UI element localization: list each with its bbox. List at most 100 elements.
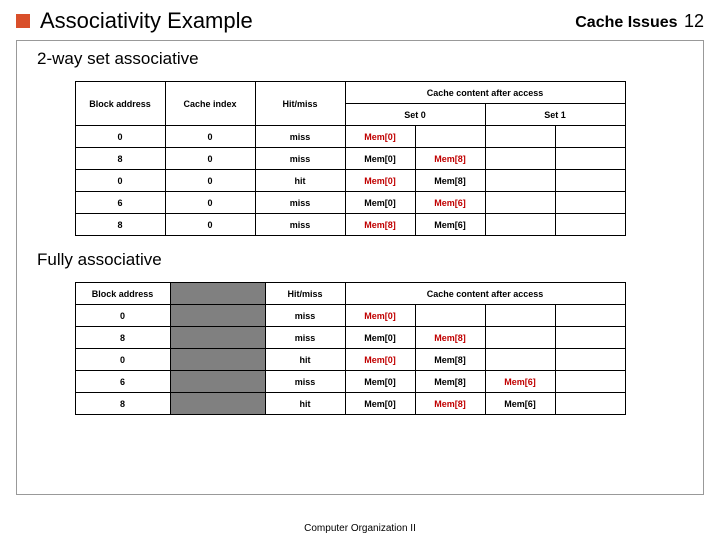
- cell: [485, 192, 555, 214]
- cell: Mem[8]: [415, 393, 485, 415]
- col-blank: [170, 283, 265, 305]
- bullet-icon: [16, 14, 30, 28]
- table-row: 8 hitMem[0]Mem[8]Mem[6]: [75, 393, 625, 415]
- cell: Mem[0]: [345, 393, 415, 415]
- cell: [485, 170, 555, 192]
- cell: [485, 327, 555, 349]
- table-row: Block address Cache index Hit/miss Cache…: [75, 82, 625, 104]
- cache-issues-label: Cache Issues: [575, 14, 677, 31]
- cell: [415, 305, 485, 327]
- right-title-group: Cache Issues 12: [575, 11, 704, 32]
- cell-grey: [170, 349, 265, 371]
- cell: hit: [265, 393, 345, 415]
- cell: Mem[0]: [345, 192, 415, 214]
- cell: Mem[6]: [415, 192, 485, 214]
- cell: [555, 214, 625, 236]
- cell: [415, 126, 485, 148]
- cell: 6: [75, 192, 165, 214]
- table-row: 8 missMem[0]Mem[8]: [75, 327, 625, 349]
- section-title-2way: 2-way set associative: [37, 49, 663, 69]
- cell-grey: [170, 393, 265, 415]
- cell: 0: [165, 148, 255, 170]
- cell: miss: [255, 214, 345, 236]
- cell: 8: [75, 214, 165, 236]
- col-cache-after: Cache content after access: [345, 283, 625, 305]
- cell: [555, 371, 625, 393]
- table-row: 0 missMem[0]: [75, 305, 625, 327]
- col-hitmiss: Hit/miss: [265, 283, 345, 305]
- cell: [555, 126, 625, 148]
- cell: [555, 393, 625, 415]
- cell: Mem[0]: [345, 349, 415, 371]
- table-row: 60missMem[0]Mem[6]: [75, 192, 625, 214]
- table-row: 6 missMem[0]Mem[8]Mem[6]: [75, 371, 625, 393]
- col-cache-index: Cache index: [165, 82, 255, 126]
- cell: Mem[8]: [415, 327, 485, 349]
- cell: [485, 349, 555, 371]
- table-row: 0 hitMem[0]Mem[8]: [75, 349, 625, 371]
- page-title: Associativity Example: [40, 8, 253, 34]
- cell: Mem[0]: [345, 371, 415, 393]
- table-fully: Block address Hit/miss Cache content aft…: [75, 282, 626, 415]
- cell: miss: [265, 327, 345, 349]
- cell: Mem[0]: [345, 148, 415, 170]
- cell: Mem[8]: [345, 214, 415, 236]
- cell: Mem[8]: [415, 371, 485, 393]
- cell: 0: [165, 170, 255, 192]
- cell: [555, 192, 625, 214]
- cell: [485, 305, 555, 327]
- cell-grey: [170, 327, 265, 349]
- col-block-address: Block address: [75, 283, 170, 305]
- cell: Mem[8]: [415, 148, 485, 170]
- cell: [555, 327, 625, 349]
- cell: 0: [165, 192, 255, 214]
- cell: 8: [75, 327, 170, 349]
- table-row: Block address Hit/miss Cache content aft…: [75, 283, 625, 305]
- cell: hit: [255, 170, 345, 192]
- title-group: Associativity Example: [16, 8, 253, 34]
- cell-grey: [170, 305, 265, 327]
- cell: Mem[0]: [345, 305, 415, 327]
- table-2way: Block address Cache index Hit/miss Cache…: [75, 81, 626, 236]
- cell: 0: [75, 170, 165, 192]
- cell: 6: [75, 371, 170, 393]
- cell: [555, 305, 625, 327]
- cell-grey: [170, 371, 265, 393]
- cell: 0: [75, 305, 170, 327]
- cell: [485, 214, 555, 236]
- col-set1: Set 1: [485, 104, 625, 126]
- page-number: 12: [684, 11, 704, 31]
- table-row: 00missMem[0]: [75, 126, 625, 148]
- cell: [555, 148, 625, 170]
- cell: [485, 148, 555, 170]
- cell: [555, 170, 625, 192]
- col-cache-after: Cache content after access: [345, 82, 625, 104]
- cell: Mem[6]: [415, 214, 485, 236]
- cell: 0: [165, 126, 255, 148]
- content-frame: 2-way set associative Block address Cach…: [16, 40, 704, 495]
- table-row: 80missMem[0]Mem[8]: [75, 148, 625, 170]
- cell: 0: [75, 126, 165, 148]
- cell: miss: [255, 126, 345, 148]
- cell: Mem[6]: [485, 371, 555, 393]
- cell: Mem[0]: [345, 126, 415, 148]
- cell: miss: [255, 192, 345, 214]
- col-hitmiss: Hit/miss: [255, 82, 345, 126]
- cell: miss: [265, 305, 345, 327]
- cell: Mem[0]: [345, 327, 415, 349]
- cell: 8: [75, 393, 170, 415]
- cell: Mem[8]: [415, 170, 485, 192]
- cell: 0: [75, 349, 170, 371]
- cell: 0: [165, 214, 255, 236]
- slide-header: Associativity Example Cache Issues 12: [0, 0, 720, 38]
- table-row: 00hitMem[0]Mem[8]: [75, 170, 625, 192]
- cell: Mem[0]: [345, 170, 415, 192]
- cell: Mem[8]: [415, 349, 485, 371]
- cell: hit: [265, 349, 345, 371]
- cell: 8: [75, 148, 165, 170]
- cell: miss: [265, 371, 345, 393]
- col-set0: Set 0: [345, 104, 485, 126]
- cell: Mem[6]: [485, 393, 555, 415]
- cell: miss: [255, 148, 345, 170]
- cell: [555, 349, 625, 371]
